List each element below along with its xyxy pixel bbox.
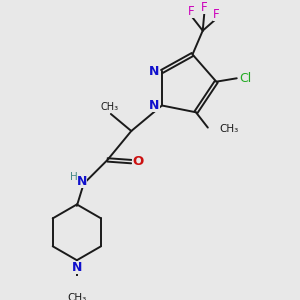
- Text: Cl: Cl: [239, 72, 251, 85]
- Text: N: N: [77, 175, 87, 188]
- Text: N: N: [149, 99, 160, 112]
- Text: N: N: [149, 65, 160, 78]
- Text: N: N: [72, 261, 82, 274]
- Text: H: H: [70, 172, 78, 182]
- Text: F: F: [188, 5, 194, 18]
- Text: CH₃: CH₃: [220, 124, 239, 134]
- Text: F: F: [201, 2, 208, 14]
- Text: F: F: [213, 8, 220, 21]
- Text: O: O: [133, 155, 144, 168]
- Text: CH₃: CH₃: [100, 102, 118, 112]
- Text: CH₃: CH₃: [67, 292, 86, 300]
